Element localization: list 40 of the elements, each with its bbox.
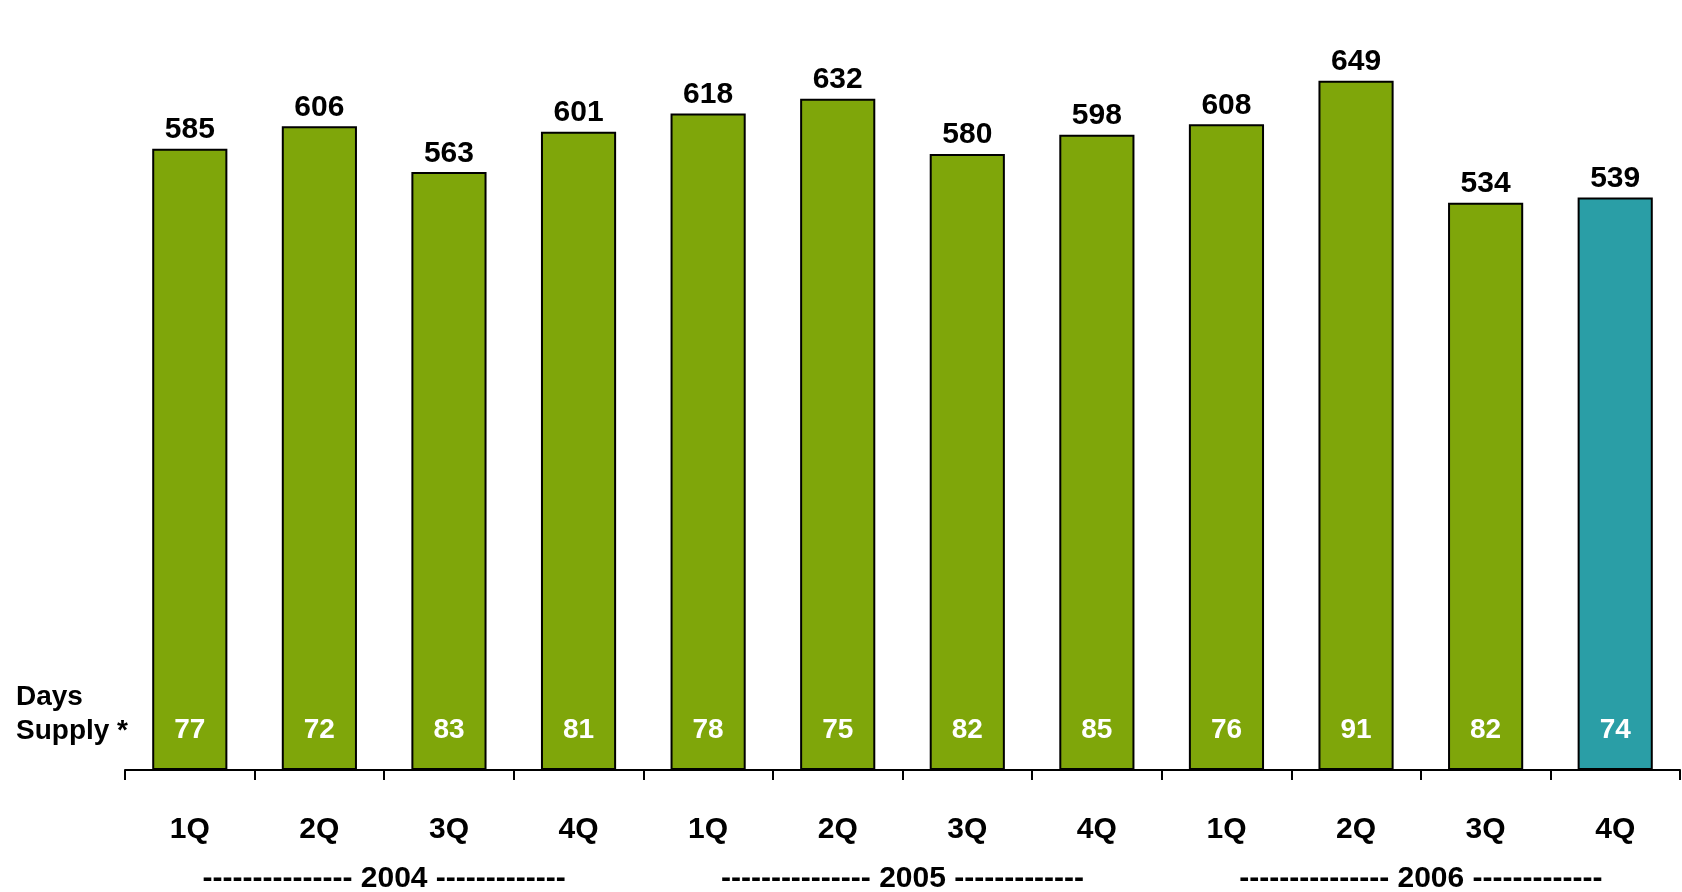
data-label: 601 bbox=[553, 94, 604, 128]
data-label: 580 bbox=[942, 116, 993, 150]
annotation: 78 bbox=[692, 712, 724, 744]
data-label: 649 bbox=[1331, 43, 1382, 77]
x-tick-label: 2Q bbox=[1336, 810, 1377, 844]
annotation: 91 bbox=[1340, 712, 1372, 744]
annotation: Days Supply * bbox=[16, 679, 129, 745]
data-label: 598 bbox=[1071, 97, 1122, 131]
data-label: 632 bbox=[812, 61, 863, 95]
annotation: 83 bbox=[433, 712, 465, 744]
x-tick-label: 3Q bbox=[428, 810, 469, 844]
x-tick-label: 1Q bbox=[169, 810, 210, 844]
data-label: 563 bbox=[423, 134, 474, 168]
x-tick-label: 2Q bbox=[817, 810, 858, 844]
data-label: 585 bbox=[164, 111, 215, 145]
data-label: 608 bbox=[1201, 86, 1252, 120]
annotation: 74 bbox=[1599, 712, 1632, 744]
data-label: 618 bbox=[683, 76, 734, 110]
annotation: 85 bbox=[1081, 712, 1113, 744]
annotation: 76 bbox=[1210, 712, 1243, 744]
data-label: 534 bbox=[1460, 165, 1511, 199]
data-label: 539 bbox=[1590, 160, 1641, 194]
annotation: 82 bbox=[1470, 712, 1502, 744]
x-tick-label: 1Q bbox=[1206, 810, 1247, 844]
x-tick-label: 1Q bbox=[688, 810, 729, 844]
annotation: 77 bbox=[174, 712, 206, 744]
text: --------------- 2004 ------------- bbox=[202, 859, 566, 892]
x-tick-label: 2Q bbox=[299, 810, 340, 844]
annotation: 82 bbox=[951, 712, 983, 744]
annotation: 72 bbox=[303, 712, 335, 744]
x-tick-label: 3Q bbox=[1465, 810, 1506, 844]
data-label: 606 bbox=[294, 88, 345, 122]
annotation: 81 bbox=[562, 712, 595, 744]
x-tick-label: 4Q bbox=[558, 810, 599, 844]
x-tick-label: 4Q bbox=[1076, 810, 1117, 844]
text: --------------- 2005 ------------- bbox=[720, 859, 1085, 892]
text: --------------- 2006 ------------- bbox=[1239, 859, 1603, 892]
x-tick-label: 4Q bbox=[1595, 810, 1636, 844]
x-tick-label: 3Q bbox=[947, 810, 988, 844]
annotation: 75 bbox=[822, 712, 854, 744]
